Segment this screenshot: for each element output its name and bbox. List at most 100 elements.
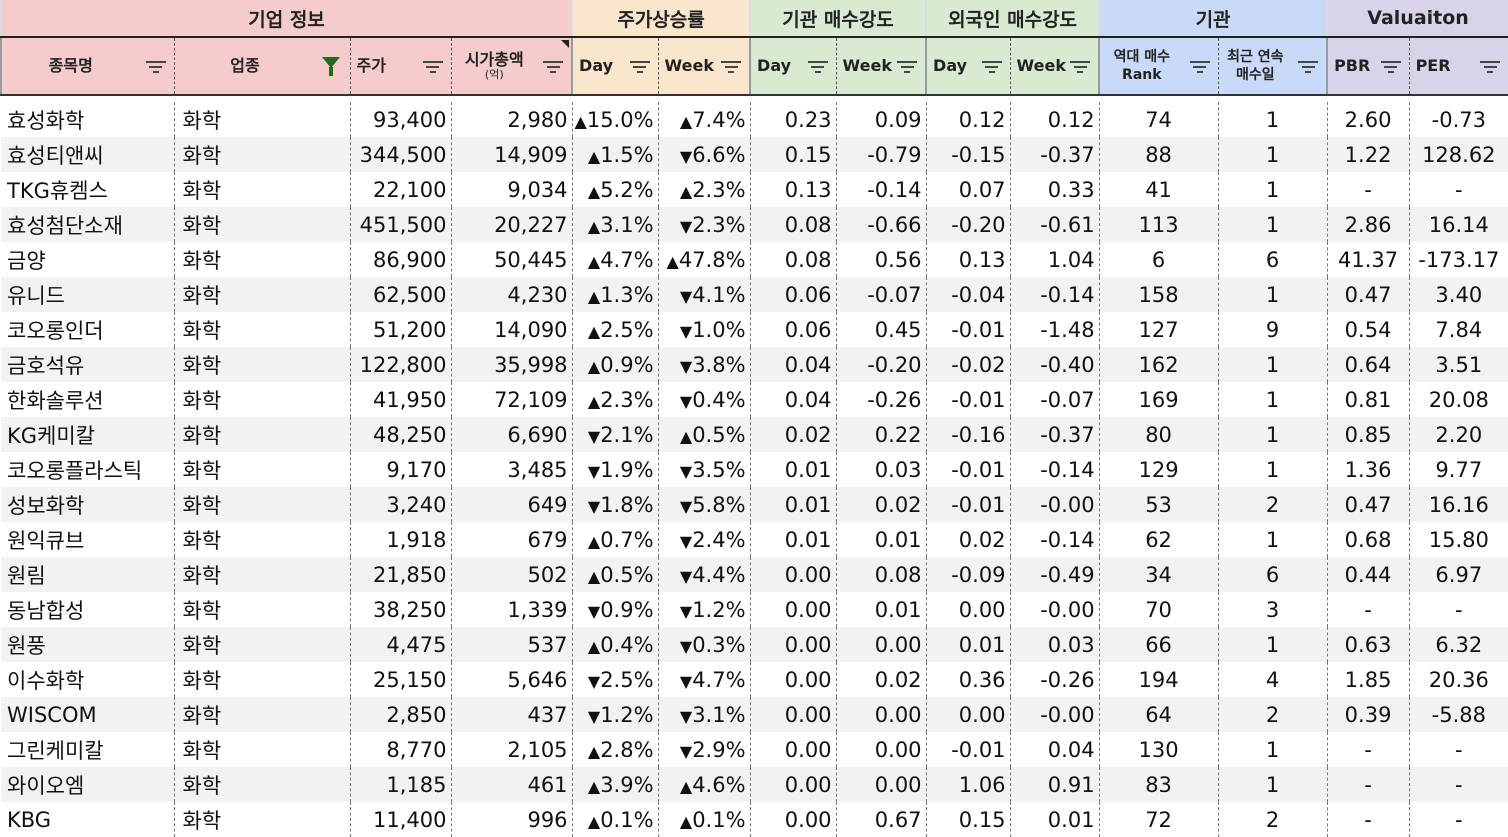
cell-return-week[interactable]: ▲0.5%: [657, 417, 751, 452]
cell-market-cap[interactable]: 649: [450, 487, 573, 522]
cell-inst-day[interactable]: 0.00: [749, 732, 837, 767]
cell-sector[interactable]: 화학: [173, 172, 350, 207]
cell-per[interactable]: -: [1408, 172, 1508, 207]
cell-buy-streak[interactable]: 9: [1217, 312, 1328, 347]
cell-pbr[interactable]: 0.68: [1326, 522, 1410, 557]
cell-inst-day[interactable]: 0.00: [749, 627, 837, 662]
cell-inst-day[interactable]: 0.00: [749, 767, 837, 802]
cell-buy-streak[interactable]: 1: [1217, 452, 1328, 487]
cell-per[interactable]: 7.84: [1408, 312, 1508, 347]
cell-market-cap[interactable]: 72,109: [450, 382, 573, 417]
cell-price[interactable]: 86,900: [349, 242, 451, 277]
table-row[interactable]: 유니드 화학 62,500 4,230 ▲1.3% ▼4.1% 0.06 -0.07 -0.04…: [1, 277, 1508, 312]
filter-icon[interactable]: [1379, 57, 1403, 75]
table-row[interactable]: 성보화학 화학 3,240 649 ▼1.8% ▼5.8% 0.01 0.02 -0.01 -0.…: [1, 487, 1508, 522]
cell-foreign-week[interactable]: -0.14: [1009, 277, 1100, 312]
cell-inst-week[interactable]: 0.67: [835, 802, 927, 837]
cell-alltime-rank[interactable]: 72: [1098, 802, 1219, 837]
cell-price[interactable]: 1,918: [349, 522, 451, 557]
cell-return-day[interactable]: ▲0.7%: [571, 522, 659, 557]
cell-inst-week[interactable]: 0.09: [835, 102, 927, 137]
cell-name[interactable]: 한화솔루션: [7, 388, 104, 413]
cell-alltime-rank[interactable]: 130: [1098, 732, 1219, 767]
cell-foreign-day[interactable]: -0.20: [925, 207, 1011, 242]
cell-pbr[interactable]: 1.85: [1326, 662, 1410, 697]
cell-return-week[interactable]: ▼1.2%: [657, 592, 751, 627]
table-row[interactable]: 한화솔루션 화학 41,950 72,109 ▲2.3% ▼0.4% 0.04 -0.26 -0…: [1, 382, 1508, 417]
cell-sector[interactable]: 화학: [173, 487, 350, 522]
cell-name[interactable]: 유니드: [1, 277, 174, 312]
cell-alltime-rank[interactable]: 66: [1098, 627, 1219, 662]
cell-return-day[interactable]: ▼0.9%: [571, 592, 659, 627]
cell-return-week[interactable]: ▼6.6%: [657, 137, 751, 172]
cell-market-cap[interactable]: 4,230: [450, 277, 573, 312]
cell-return-week[interactable]: ▼2.9%: [657, 732, 751, 767]
header-foreign-week[interactable]: Week: [1009, 37, 1100, 96]
cell-inst-day[interactable]: 0.08: [749, 207, 837, 242]
cell-foreign-week[interactable]: -0.14: [1009, 452, 1100, 487]
cell-per[interactable]: 20.36: [1408, 662, 1508, 697]
cell-return-day[interactable]: ▼1.2%: [571, 697, 659, 732]
cell-pbr[interactable]: 2.60: [1326, 102, 1410, 137]
cell-price[interactable]: 62,500: [349, 277, 451, 312]
header-buy-streak[interactable]: 최근 연속 매수일: [1217, 37, 1328, 96]
cell-per[interactable]: 15.80: [1408, 522, 1508, 557]
cell-market-cap[interactable]: 2,105: [450, 732, 573, 767]
cell-inst-week[interactable]: -0.79: [835, 137, 927, 172]
cell-inst-week[interactable]: -0.20: [835, 347, 927, 382]
cell-inst-week[interactable]: 0.00: [835, 627, 927, 662]
cell-inst-week[interactable]: 0.00: [835, 697, 927, 732]
cell-name[interactable]: KG케미칼: [1, 417, 174, 452]
cell-market-cap[interactable]: 9,034: [450, 172, 573, 207]
cell-sector[interactable]: 화학: [173, 242, 350, 277]
cell-name[interactable]: 동남합성: [7, 598, 85, 623]
cell-name[interactable]: KBG: [7, 807, 52, 832]
cell-foreign-day[interactable]: 0.07: [925, 172, 1011, 207]
cell-price[interactable]: 41,950: [349, 382, 451, 417]
cell-alltime-rank[interactable]: 194: [1098, 662, 1219, 697]
cell-sector[interactable]: 화학: [173, 382, 350, 417]
cell-foreign-day[interactable]: -0.04: [925, 277, 1011, 312]
cell-name[interactable]: 성보화학: [1, 487, 174, 522]
cell-pbr[interactable]: -: [1326, 767, 1410, 802]
cell-inst-day[interactable]: 0.13: [749, 172, 837, 207]
filter-icon[interactable]: [1296, 57, 1320, 75]
cell-return-day[interactable]: ▲3.1%: [571, 207, 659, 242]
cell-buy-streak[interactable]: 6: [1217, 242, 1328, 277]
cell-return-week[interactable]: ▼0.3%: [657, 627, 751, 662]
cell-return-day[interactable]: ▼2.1%: [571, 417, 659, 452]
cell-buy-streak[interactable]: 1: [1217, 767, 1328, 802]
cell-inst-day[interactable]: 0.02: [749, 417, 837, 452]
cell-name[interactable]: 효성화학: [7, 108, 85, 133]
cell-foreign-week[interactable]: 0.04: [1009, 732, 1100, 767]
cell-price[interactable]: 25,150: [349, 662, 451, 697]
cell-inst-week[interactable]: 0.45: [835, 312, 927, 347]
cell-foreign-day[interactable]: -0.01: [925, 487, 1011, 522]
cell-foreign-day[interactable]: -0.01: [925, 382, 1011, 417]
cell-foreign-day[interactable]: 0.12: [925, 102, 1011, 137]
cell-inst-day[interactable]: 0.01: [749, 522, 837, 557]
cell-per[interactable]: 128.62: [1408, 137, 1508, 172]
cell-price[interactable]: 2,850: [349, 697, 451, 732]
table-row[interactable]: 이수화학 화학 25,150 5,646 ▼2.5% ▼4.7% 0.00 0.02 0.36-…: [1, 662, 1508, 697]
cell-per[interactable]: -: [1408, 802, 1508, 837]
cell-market-cap[interactable]: 461: [450, 767, 573, 802]
cell-sector[interactable]: 화학: [173, 312, 350, 347]
cell-name[interactable]: 원림: [1, 557, 174, 592]
cell-buy-streak[interactable]: 1: [1217, 382, 1328, 417]
filter-icon[interactable]: [628, 57, 652, 75]
cell-pbr[interactable]: 0.39: [1326, 697, 1410, 732]
cell-market-cap[interactable]: 1,339: [450, 592, 573, 627]
cell-price[interactable]: 3,240: [349, 487, 451, 522]
cell-pbr[interactable]: 41.37: [1326, 242, 1410, 277]
table-row[interactable]: 코오롱플라스틱 화학 9,170 3,485 ▼1.9% ▼3.5% 0.01 0.03 -0.…: [1, 452, 1508, 487]
cell-pbr[interactable]: -: [1326, 802, 1410, 837]
cell-sector[interactable]: 화학: [173, 732, 350, 767]
cell-return-week[interactable]: ▲4.6%: [657, 767, 751, 802]
header-sector[interactable]: 업종: [173, 37, 350, 96]
cell-market-cap[interactable]: 14,909: [450, 137, 573, 172]
cell-pbr[interactable]: 0.54: [1326, 312, 1410, 347]
cell-foreign-day[interactable]: -0.01: [925, 452, 1011, 487]
cell-buy-streak[interactable]: 6: [1217, 557, 1328, 592]
cell-pbr[interactable]: 0.64: [1326, 347, 1410, 382]
